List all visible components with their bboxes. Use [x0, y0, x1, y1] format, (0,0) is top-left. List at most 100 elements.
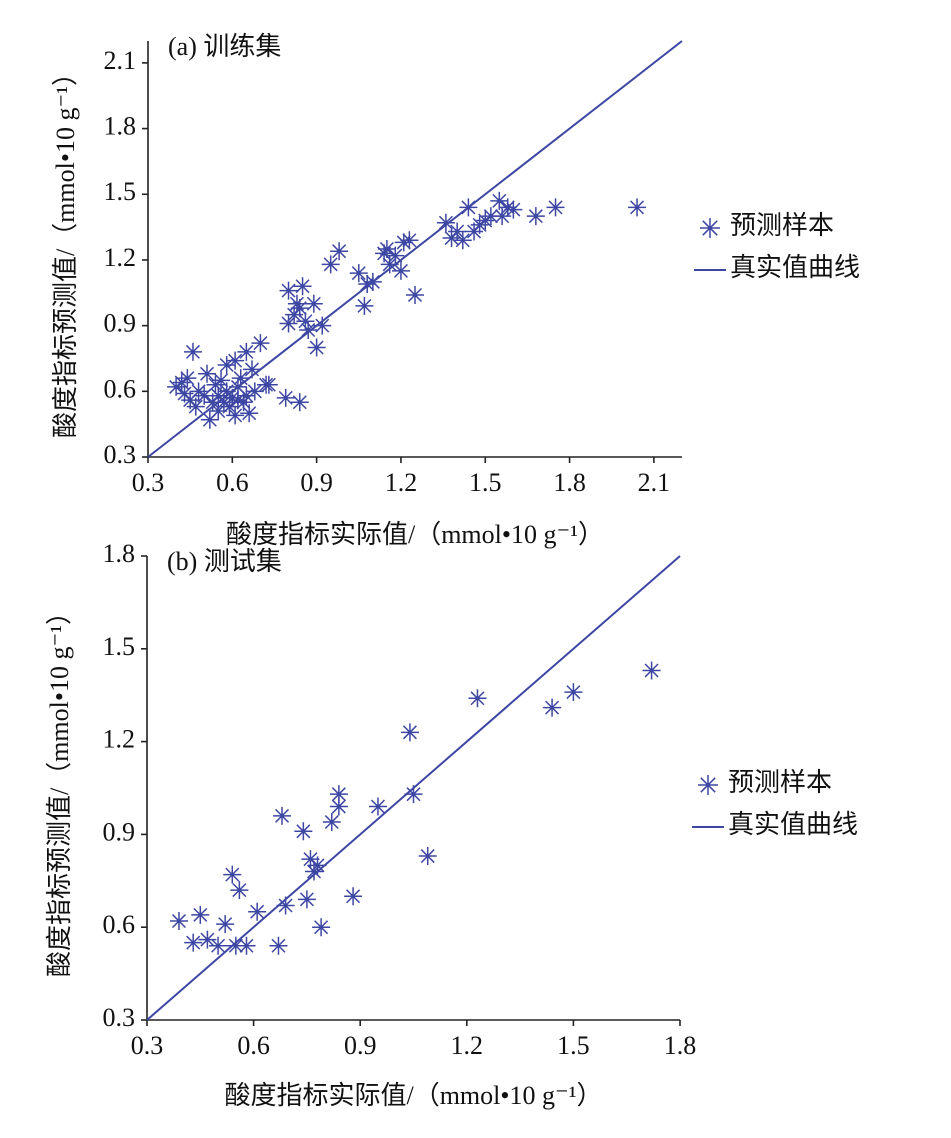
y-tick-label: 0.6: [103, 910, 136, 939]
point: [198, 364, 217, 383]
point: [546, 198, 565, 217]
point: [308, 856, 327, 875]
point: [230, 881, 249, 900]
legend-label: 真实值曲线: [730, 253, 860, 282]
x-tick-label: 0.3: [132, 468, 165, 497]
point: [186, 397, 205, 416]
point: [355, 296, 374, 315]
point: [391, 261, 410, 280]
point: [183, 342, 202, 361]
point: [195, 386, 214, 405]
point: [459, 198, 478, 217]
point: [329, 797, 348, 816]
point: [237, 936, 256, 955]
point: [394, 233, 413, 252]
point: [200, 410, 219, 429]
point: [358, 275, 377, 294]
point: [259, 375, 278, 394]
point: [297, 890, 316, 909]
x-tick-label: 1.2: [451, 1031, 484, 1060]
point: [209, 402, 228, 421]
point: [293, 277, 312, 296]
point: [564, 683, 583, 702]
y-axis-label: 酸度指标预测值/（mmol•10 g⁻¹）: [51, 60, 80, 438]
legend-label: 真实值曲线: [728, 810, 858, 839]
point: [287, 294, 306, 313]
point: [191, 905, 210, 924]
point: [301, 850, 320, 869]
x-tick-label: 1.2: [385, 468, 418, 497]
point: [329, 785, 348, 804]
y-tick-label: 0.6: [104, 374, 137, 403]
x-tick-label: 0.9: [300, 468, 333, 497]
point: [294, 822, 313, 841]
point: [234, 393, 253, 412]
point: [322, 813, 341, 832]
x-axis-label: 酸度指标实际值/（mmol•10 g⁻¹）: [226, 520, 604, 549]
point: [223, 388, 242, 407]
point: [468, 689, 487, 708]
legend-marker: [698, 775, 718, 795]
point: [498, 198, 517, 217]
point: [212, 371, 231, 390]
point: [290, 393, 309, 412]
point: [172, 373, 191, 392]
y-tick-label: 1.8: [103, 539, 136, 568]
point: [404, 785, 423, 804]
point: [290, 299, 309, 318]
x-tick-label: 1.5: [469, 468, 502, 497]
panel-title: (a) 训练集: [168, 32, 281, 61]
point: [226, 351, 245, 370]
legend-label: 预测样本: [730, 211, 834, 240]
y-tick-label: 1.2: [103, 725, 136, 754]
point: [526, 207, 545, 226]
point: [312, 918, 331, 937]
point: [237, 386, 256, 405]
point: [169, 912, 188, 931]
point: [368, 797, 387, 816]
point: [245, 382, 264, 401]
point: [189, 382, 208, 401]
point: [304, 294, 323, 313]
point: [228, 377, 247, 396]
point: [375, 244, 394, 263]
point: [209, 936, 228, 955]
point: [493, 207, 512, 226]
point: [226, 936, 245, 955]
point: [167, 377, 186, 396]
y-tick-label: 2.1: [104, 46, 137, 75]
point: [481, 207, 500, 226]
point: [448, 222, 467, 241]
point: [400, 723, 419, 742]
y-tick-label: 1.5: [104, 177, 137, 206]
point: [299, 321, 318, 340]
x-tick-label: 0.6: [237, 1031, 270, 1060]
y-axis-label: 酸度指标预测值/（mmol•10 g⁻¹）: [45, 599, 74, 977]
point: [216, 915, 235, 934]
point: [543, 698, 562, 717]
point: [406, 285, 424, 304]
point: [251, 334, 270, 353]
point: [240, 404, 259, 423]
point: [386, 246, 405, 265]
x-tick-label: 0.6: [216, 468, 249, 497]
y-tick-label: 1.8: [104, 112, 137, 141]
point: [175, 384, 194, 403]
panel-title: (b) 测试集: [167, 547, 282, 576]
legend-label: 预测样本: [728, 768, 832, 797]
point: [273, 806, 292, 825]
point: [307, 338, 326, 357]
point: [214, 393, 233, 412]
point: [228, 391, 247, 410]
point: [206, 375, 225, 394]
point: [296, 312, 315, 331]
point: [178, 369, 197, 388]
point: [226, 406, 245, 425]
y-tick-label: 1.2: [104, 243, 137, 272]
y-tick-label: 0.9: [103, 817, 136, 846]
point: [363, 272, 382, 291]
point: [217, 356, 236, 375]
y-tick-label: 0.3: [104, 440, 137, 469]
y-tick-label: 0.3: [103, 1003, 136, 1032]
point: [470, 215, 489, 234]
